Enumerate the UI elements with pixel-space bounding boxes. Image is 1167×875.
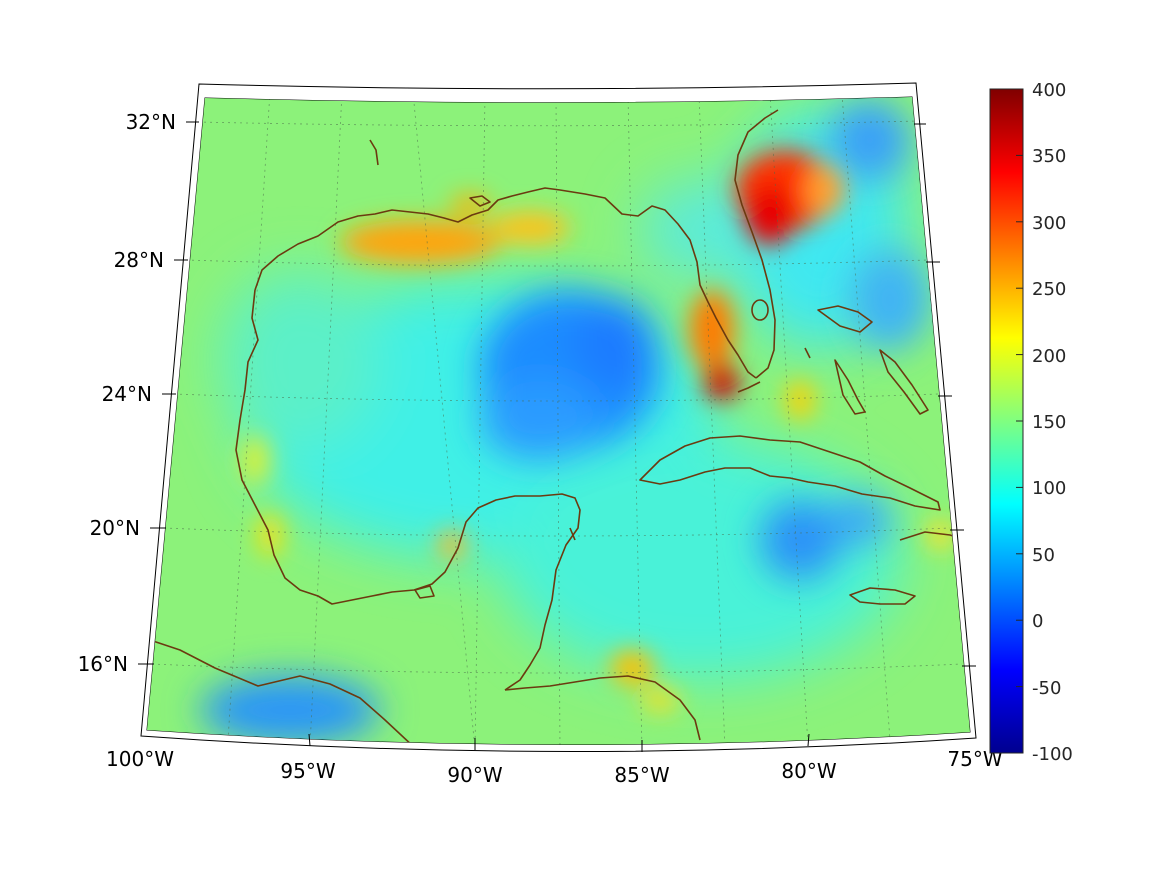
colorbar-label-100: 100 (1032, 478, 1066, 499)
data-field (147, 97, 970, 745)
lon-label-95w: 95°W (280, 759, 335, 783)
colorbar-label-200: 200 (1032, 346, 1066, 367)
lon-label-100w: 100°W (106, 747, 174, 771)
lat-axis: 32°N 28°N 24°N 20°N 16°N (78, 110, 199, 676)
lat-label-16: 16°N (78, 652, 128, 676)
colorbar-label-50: 50 (1032, 545, 1055, 566)
colorbar-label-400: 400 (1032, 80, 1066, 101)
lon-tick (308, 733, 311, 747)
lon-label-90w: 90°W (447, 763, 502, 787)
lat-label-24: 24°N (102, 382, 152, 406)
colorbar-label-150: 150 (1032, 412, 1066, 433)
lat-label-32: 32°N (126, 110, 176, 134)
colorbar-label-neg100: -100 (1032, 744, 1073, 765)
colorbar: 400 350 300 250 200 150 100 50 0 -50 -10… (989, 80, 1073, 765)
colorbar-label-0: 0 (1032, 611, 1043, 632)
colorbar-label-neg50: -50 (1032, 678, 1061, 699)
coastlines (149, 109, 966, 745)
colorbar-ticks (1016, 88, 1023, 754)
colorbar-label-250: 250 (1032, 279, 1066, 300)
lat-axis-right (914, 123, 976, 667)
lon-tick (807, 733, 810, 747)
lon-axis: 100°W 95°W 90°W 85°W 80°W 75°W (106, 733, 1003, 787)
lat-label-20: 20°N (90, 516, 140, 540)
colorbar-label-350: 350 (1032, 146, 1066, 167)
graticule (151, 97, 963, 745)
colorbar-label-300: 300 (1032, 213, 1066, 234)
lat-label-28: 28°N (114, 248, 164, 272)
lon-label-85w: 85°W (614, 763, 669, 787)
lon-label-80w: 80°W (781, 759, 836, 783)
